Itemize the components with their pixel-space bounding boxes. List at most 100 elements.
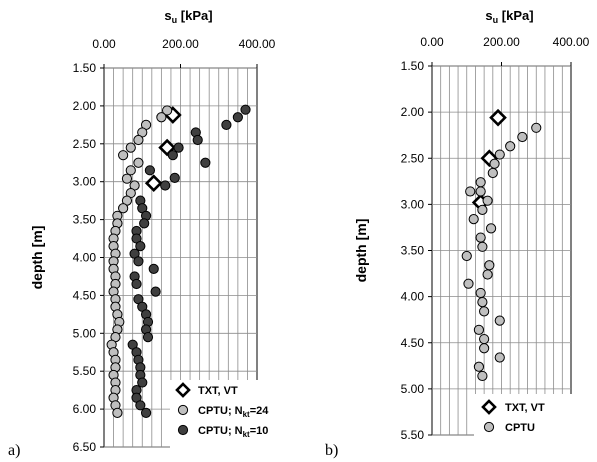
- y-tick-label: 4.00: [73, 251, 97, 265]
- legend-label-part: =24: [250, 405, 270, 417]
- data-point-cptu: [156, 112, 167, 123]
- x-tick-label: 0.00: [92, 37, 116, 51]
- data-point-cptu: [475, 186, 486, 197]
- legend-label-subscript: kt: [243, 410, 250, 419]
- data-point-cptu: [479, 306, 490, 317]
- x-tick-label: 0.00: [420, 35, 444, 49]
- legend-label-part: =10: [250, 425, 269, 437]
- data-point-cptu: [477, 297, 488, 308]
- data-point-cptu: [477, 204, 488, 216]
- x-axis-title: su [kPa]: [164, 8, 212, 25]
- data-point-cptu-nkt10: [150, 286, 161, 297]
- chart-panel-b: 1.50 2.00 2.50 3.00 3.50 4.00 4.50 5.00 5.50 0.00…: [325, 8, 594, 459]
- data-point-cptu: [461, 250, 472, 262]
- data-point-cptu: [133, 134, 144, 146]
- data-point-cptu: [482, 195, 493, 206]
- data-point-cptu: [475, 232, 486, 243]
- data-point-cptu: [477, 370, 488, 382]
- data-point-cptu: [482, 269, 493, 280]
- data-point-cptu: [473, 324, 485, 335]
- x-tick-label: 200.00: [483, 35, 520, 49]
- data-point-cptu: [479, 343, 490, 354]
- y-tick-label: 3.00: [73, 175, 97, 189]
- legend-label: TXT, VT: [505, 402, 545, 414]
- legend-label: TXT, VT: [198, 385, 238, 397]
- data-point-cptu: [475, 287, 486, 299]
- data-point-cptu: [479, 333, 490, 345]
- y-tick-label: 5.50: [73, 364, 97, 378]
- y-tick-label: 4.50: [73, 288, 97, 302]
- legend-marker-diamond: [175, 382, 191, 398]
- data-point-cptu-nkt10: [144, 165, 155, 176]
- data-point-cptu: [473, 361, 485, 372]
- y-tick-label: 5.50: [401, 428, 425, 442]
- data-point-cptu: [463, 278, 474, 289]
- y-tick-label: 2.50: [401, 151, 425, 165]
- data-point-cptu-nkt10: [131, 278, 142, 290]
- data-point-cptu: [133, 157, 144, 168]
- panel-letter: b): [325, 442, 338, 459]
- data-point-cptu: [125, 165, 136, 176]
- panel-letter: a): [8, 442, 20, 459]
- data-point-cptu: [485, 223, 497, 234]
- data-point-cptu: [484, 260, 495, 271]
- data-point-cptu-nkt10: [135, 241, 146, 252]
- data-point-cptu: [517, 131, 528, 143]
- legend-label-part: CPTU; N: [198, 405, 243, 417]
- legend-label: CPTU: [505, 422, 535, 434]
- data-point-cptu: [475, 177, 486, 188]
- y-axis-title: depth [m]: [353, 219, 369, 283]
- data-point-cptu: [121, 173, 133, 184]
- data-point-cptu-nkt10: [133, 256, 144, 267]
- y-axis-title: depth [m]: [29, 226, 45, 290]
- data-point-cptu-nkt10: [139, 218, 150, 229]
- legend-box: [474, 394, 594, 448]
- y-tick-label: 2.00: [401, 105, 425, 119]
- x-axis-title-sub: u: [172, 15, 178, 25]
- data-point-cptu-nkt10: [192, 134, 203, 146]
- data-point-cptu: [489, 158, 500, 169]
- data-point-cptu-nkt10: [148, 263, 159, 274]
- x-tick-label: 400.00: [553, 35, 590, 49]
- legend-label: CPTU; Nkt=10: [198, 425, 268, 439]
- x-axis-title: su [kPa]: [485, 8, 533, 25]
- legend-box: [170, 380, 290, 458]
- y-tick-label: 1.50: [73, 61, 97, 75]
- chart-panel-a: 1.50 2.00 2.50 3.00 3.50 4.00 4.50 5.00 5.50 6.00…: [8, 8, 290, 459]
- data-point-cptu-nkt10: [232, 112, 243, 123]
- data-point-cptu-nkt10: [240, 104, 251, 115]
- x-axis-title-sub: u: [493, 15, 499, 25]
- y-tick-label: 5.00: [401, 382, 425, 396]
- data-point-cptu: [494, 315, 505, 326]
- y-tick-label: 4.50: [401, 336, 425, 350]
- data-point-cptu-nkt10: [135, 400, 146, 411]
- data-point-cptu: [477, 241, 488, 252]
- data-point-cptu-nkt10: [160, 180, 171, 191]
- y-tick-label: 1.50: [401, 59, 425, 73]
- x-axis-title-main: s: [485, 8, 492, 23]
- data-point-txt-vt: [489, 108, 507, 127]
- data-point-cptu: [118, 203, 129, 214]
- data-point-cptu-nkt10: [167, 150, 178, 161]
- data-point-cptu-nkt10: [140, 407, 152, 418]
- x-axis-title-main: s: [164, 8, 171, 23]
- legend-marker-diamond: [481, 399, 497, 415]
- data-point-cptu-nkt10: [200, 157, 211, 168]
- data-point-cptu: [112, 407, 123, 418]
- legend-label-part: CPTU; N: [198, 425, 243, 437]
- data-point-cptu: [505, 141, 516, 152]
- x-axis-title-unit: [kPa]: [177, 8, 212, 23]
- data-point-cptu-nkt10: [169, 172, 180, 184]
- y-tick-label: 2.50: [73, 137, 97, 151]
- data-point-cptu: [118, 150, 129, 161]
- legend-label-subscript: kt: [243, 430, 250, 439]
- data-point-cptu: [531, 122, 542, 133]
- legend-marker-circle: [177, 424, 189, 436]
- x-tick-label: 200.00: [162, 37, 199, 51]
- data-point-cptu-nkt10: [173, 142, 184, 153]
- x-tick-label: 400.00: [239, 37, 276, 51]
- data-point-cptu: [494, 149, 505, 160]
- y-tick-label: 5.00: [73, 326, 97, 340]
- data-point-txt-vt: [144, 174, 163, 193]
